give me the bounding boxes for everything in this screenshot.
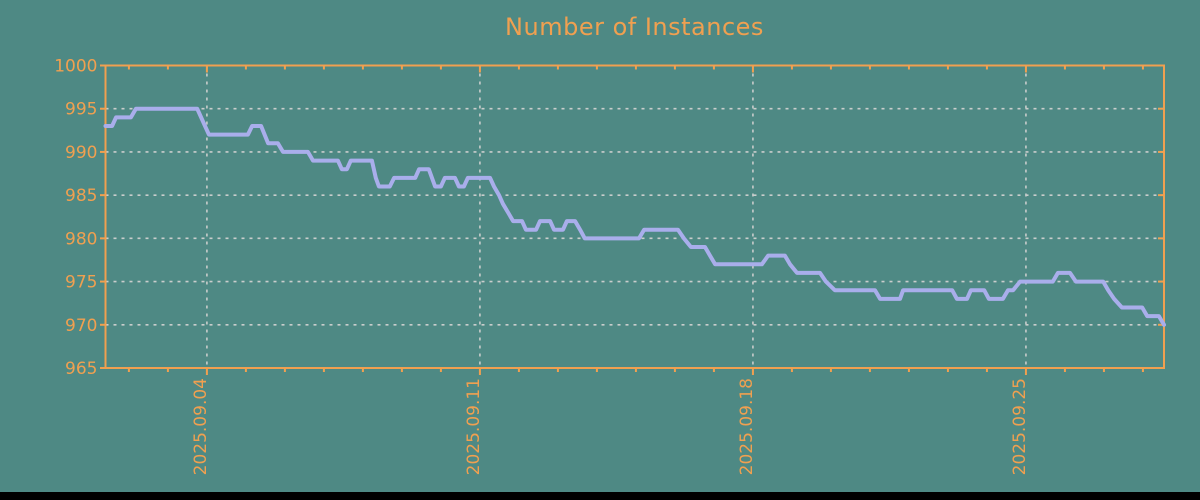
y-axis-label: 980 (65, 229, 97, 249)
footer-bar (0, 492, 1200, 500)
chart-title: Number of Instances (505, 13, 764, 41)
series-line (103, 106, 1166, 327)
y-axis-label: 995 (65, 100, 97, 120)
x-axis-label: 2025.09.25 (1010, 378, 1030, 475)
y-axis-label: 990 (65, 143, 97, 163)
y-axis-label: 1000 (54, 57, 97, 77)
y-axis-label: 975 (65, 273, 97, 293)
y-axis-label: 965 (65, 359, 97, 379)
y-axis-label: 985 (65, 186, 97, 206)
plot-border (104, 64, 1165, 369)
x-axis-label: 2025.09.04 (191, 378, 211, 475)
y-axis-label: 970 (65, 316, 97, 336)
x-axis-label: 2025.09.11 (464, 378, 484, 475)
x-axis-label: 2025.09.18 (737, 378, 757, 475)
